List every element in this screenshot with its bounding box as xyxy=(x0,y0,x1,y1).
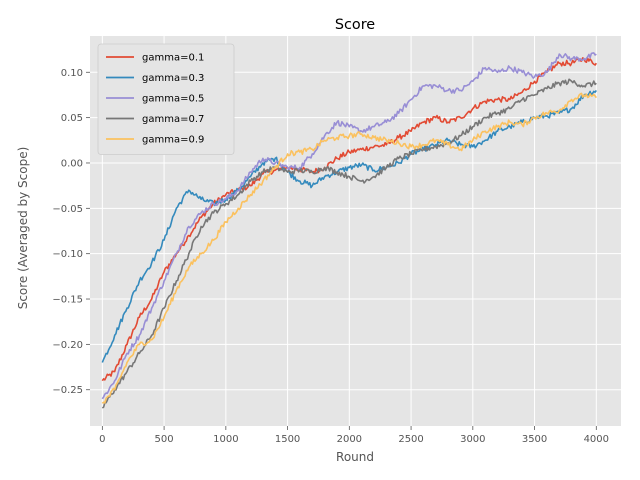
x-tick-label: 1500 xyxy=(275,434,300,445)
legend-label: gamma=0.7 xyxy=(142,114,204,125)
series-line-gamma-0-5 xyxy=(101,52,597,400)
legend: gamma=0.1 gamma=0.3 gamma=0.5 gamma=0.7 gamm… xyxy=(97,43,235,155)
x-tick-label: 500 xyxy=(155,434,174,445)
y-tick-label: −0.05 xyxy=(52,204,83,215)
y-tick-label: −0.20 xyxy=(52,340,83,351)
y-tick-label: −0.25 xyxy=(52,385,83,396)
x-tick-label: 4000 xyxy=(584,434,609,445)
x-tick-label: 3500 xyxy=(522,434,547,445)
legend-label: gamma=0.1 xyxy=(142,53,204,64)
series-line-gamma-0-1 xyxy=(101,57,597,382)
y-tick-label: −0.15 xyxy=(52,295,83,306)
y-tick-label: 0.10 xyxy=(61,68,83,79)
x-tick-label: 2000 xyxy=(337,434,362,445)
y-tick-label: −0.10 xyxy=(52,249,83,260)
x-tick-label: 2500 xyxy=(398,434,423,445)
series-line-gamma-0-7 xyxy=(101,78,597,409)
legend-label: gamma=0.3 xyxy=(142,73,204,84)
x-tick-label: 3000 xyxy=(460,434,485,445)
legend-box xyxy=(97,43,235,155)
x-tick-label: 0 xyxy=(99,434,105,445)
x-axis-ticks: 0 500 1000 1500 2000 2500 3000 3500 4000 xyxy=(99,426,609,445)
chart-title: Score xyxy=(335,17,375,33)
x-axis-label: Round xyxy=(336,450,374,464)
series-line-gamma-0-9 xyxy=(101,92,597,404)
y-tick-label: 0.00 xyxy=(61,158,83,169)
x-tick-label: 1000 xyxy=(213,434,238,445)
legend-label: gamma=0.9 xyxy=(142,135,204,146)
series-lines xyxy=(101,52,597,409)
y-tick-label: 0.05 xyxy=(61,113,83,124)
legend-label: gamma=0.5 xyxy=(142,94,204,105)
y-axis-ticks: −0.25 −0.20 −0.15 −0.10 −0.05 0.00 0.05 0.10 xyxy=(52,68,90,396)
y-axis-label: Score (Averaged by Scope) xyxy=(16,147,30,310)
